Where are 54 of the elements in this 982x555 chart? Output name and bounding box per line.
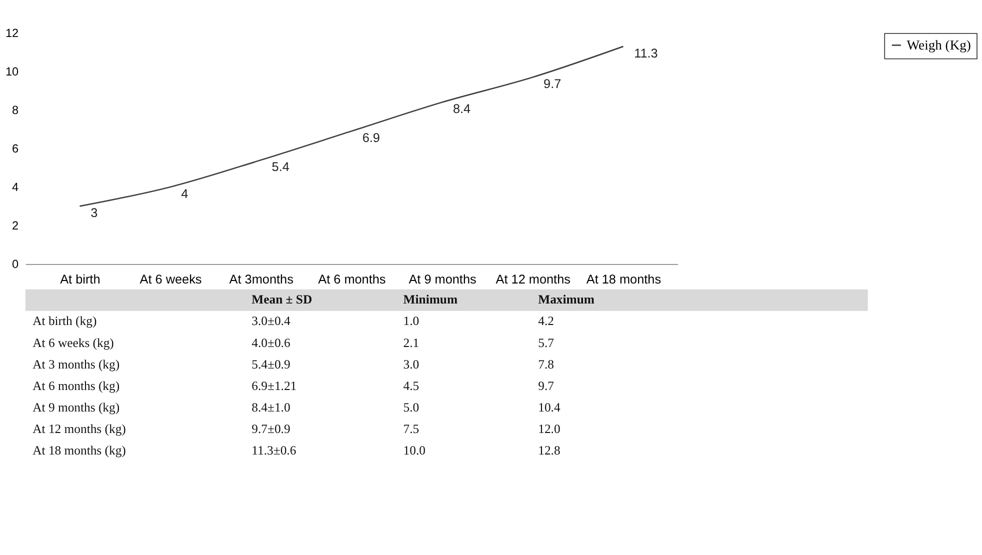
text: 8.4±1.0 <box>252 400 290 414</box>
text: 5.4±0.9 <box>252 357 290 372</box>
category-label: At 18 months (kg) <box>32 443 126 458</box>
category-label: At birth (kg) <box>32 314 97 328</box>
data-label: 8.4 <box>452 102 471 116</box>
text: 4.5 <box>403 378 420 393</box>
x-tick-label: At 6 weeks <box>140 272 202 286</box>
data-label: 4 <box>181 186 188 201</box>
x-tick-label: At birth <box>60 272 100 286</box>
y-tick-label: 2 <box>12 220 19 233</box>
x-tick-label: At 12 months <box>496 272 570 286</box>
line-series <box>79 46 624 207</box>
text: 5.0 <box>403 400 420 414</box>
y-tick-label: 0 <box>12 258 20 272</box>
text: 1.0 <box>403 314 420 328</box>
text: 6.9±1.21 <box>252 378 297 393</box>
text: 9.7±0.9 <box>252 422 290 436</box>
x-tick-label: At 3months <box>229 272 294 286</box>
data-label: 9.7 <box>544 77 562 92</box>
text: 3.0 <box>403 357 420 372</box>
x-tick-label: At 18 months <box>586 272 662 286</box>
category-label: Mean ± SD <box>252 292 312 307</box>
legend-label: Weigh (Kg) <box>906 38 971 53</box>
text: 5.7 <box>538 336 554 350</box>
text: 9.7 <box>538 378 554 393</box>
data-label: 11.3 <box>634 46 658 60</box>
x-tick-label: At 9 months <box>408 272 476 286</box>
category-label: At 3 months (kg) <box>32 357 120 372</box>
category-label: At 6 months (kg) <box>32 378 120 393</box>
x-tick-label: At 6 months <box>318 272 386 286</box>
category-label: Minimum <box>403 292 458 307</box>
text: 10.4 <box>538 400 560 414</box>
y-tick-label: 10 <box>5 66 20 79</box>
y-tick-label: 8 <box>12 104 20 118</box>
y-tick-label: 12 <box>5 27 19 40</box>
category-label: At 9 months (kg) <box>32 400 120 414</box>
text: 12.8 <box>538 443 560 458</box>
text: 2.1 <box>403 336 420 350</box>
text: 4.2 <box>538 314 554 328</box>
data-label: 5.4 <box>272 160 290 174</box>
category-label: Maximum <box>538 292 595 307</box>
text: 7.5 <box>403 422 420 436</box>
text: 7.8 <box>538 357 554 372</box>
text: 12.0 <box>538 422 560 436</box>
text: 10.0 <box>403 443 426 458</box>
data-label: 6.9 <box>362 131 380 146</box>
text: 11.3±0.6 <box>252 443 296 458</box>
category-label: At 12 months (kg) <box>32 422 126 436</box>
y-tick-label: 4 <box>12 181 20 194</box>
data-label: 3 <box>90 206 98 220</box>
y-tick-label: 6 <box>12 142 20 156</box>
text: 3.0±0.4 <box>252 314 290 328</box>
text: 4.0±0.6 <box>252 336 290 350</box>
category-label: At 6 weeks (kg) <box>32 336 114 350</box>
